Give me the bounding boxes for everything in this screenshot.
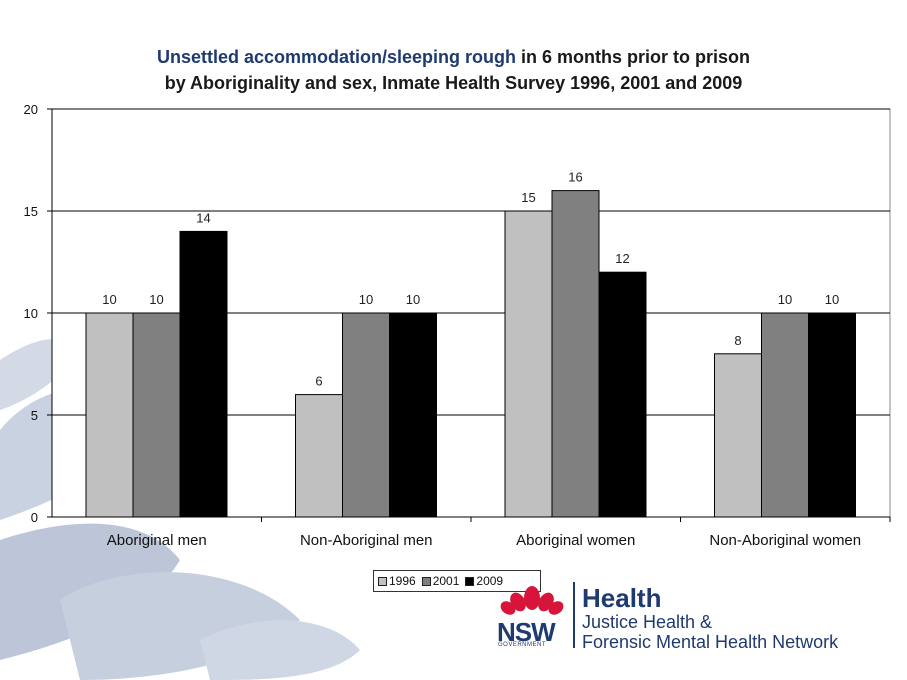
legend-swatch	[421, 576, 431, 586]
legend-item: 1996	[378, 574, 416, 588]
bar	[342, 312, 390, 518]
data-label: 10	[359, 292, 373, 307]
y-tick-label: 20	[24, 102, 38, 117]
legend-label: 2001	[432, 574, 460, 588]
bar	[598, 271, 647, 518]
data-label: 14	[196, 210, 210, 225]
x-tick-label: Non-Aboriginal women	[709, 532, 861, 549]
data-label: 10	[406, 292, 420, 307]
nsw-waratah-logo-icon	[500, 586, 564, 615]
bar	[761, 312, 809, 518]
logo-health: Health	[582, 583, 662, 613]
bar	[389, 312, 437, 518]
bar	[85, 312, 134, 518]
y-tick-label: 10	[24, 306, 38, 321]
data-label: 12	[615, 251, 629, 266]
logo-government: GOVERNMENT	[498, 642, 547, 648]
x-tick-label: Non-Aboriginal men	[300, 532, 433, 549]
data-label: 16	[568, 170, 582, 185]
legend: 1996 2001 2009	[373, 570, 541, 592]
logo-divider	[573, 582, 575, 648]
legend-swatch	[465, 576, 475, 586]
title-highlight: Unsettled accommodation/sleeping rough	[156, 47, 517, 67]
legend-label: 2009	[476, 574, 504, 588]
bar	[551, 190, 600, 518]
title-rest: in 6 months prior to prison	[516, 47, 751, 67]
data-label: 10	[102, 292, 116, 307]
legend-label: 1996	[389, 574, 416, 588]
bar	[504, 210, 553, 518]
y-tick-label: 0	[31, 510, 38, 525]
logo-subtitle: Justice Health & Forensic Mental Health …	[582, 612, 838, 652]
x-tick-label: Aboriginal women	[516, 532, 635, 549]
y-tick-label: 5	[31, 408, 38, 423]
data-label: 8	[734, 333, 741, 348]
logo-nsw: NSW	[497, 617, 556, 647]
data-label: 10	[778, 292, 792, 307]
y-tick-label: 15	[24, 204, 38, 219]
logo-sub-line1: Justice Health &	[582, 612, 713, 632]
legend-item: 2001	[421, 574, 460, 588]
bar	[295, 394, 343, 518]
logo-sub-line2: Forensic Mental Health Network	[582, 632, 839, 652]
bar	[179, 230, 228, 518]
data-label: 6	[315, 374, 322, 389]
x-tick-label: Aboriginal men	[107, 532, 207, 549]
bar	[808, 312, 856, 518]
data-label: 10	[825, 292, 839, 307]
bar	[132, 312, 181, 518]
data-label: 10	[149, 292, 163, 307]
chart-title: Unsettled accommodation/sleeping rough i…	[0, 44, 907, 96]
bar	[714, 353, 762, 518]
legend-swatch	[378, 576, 387, 586]
title-line2: by Aboriginality and sex, Inmate Health …	[164, 73, 743, 93]
legend-item: 2009	[465, 574, 503, 588]
data-label: 15	[521, 190, 535, 205]
